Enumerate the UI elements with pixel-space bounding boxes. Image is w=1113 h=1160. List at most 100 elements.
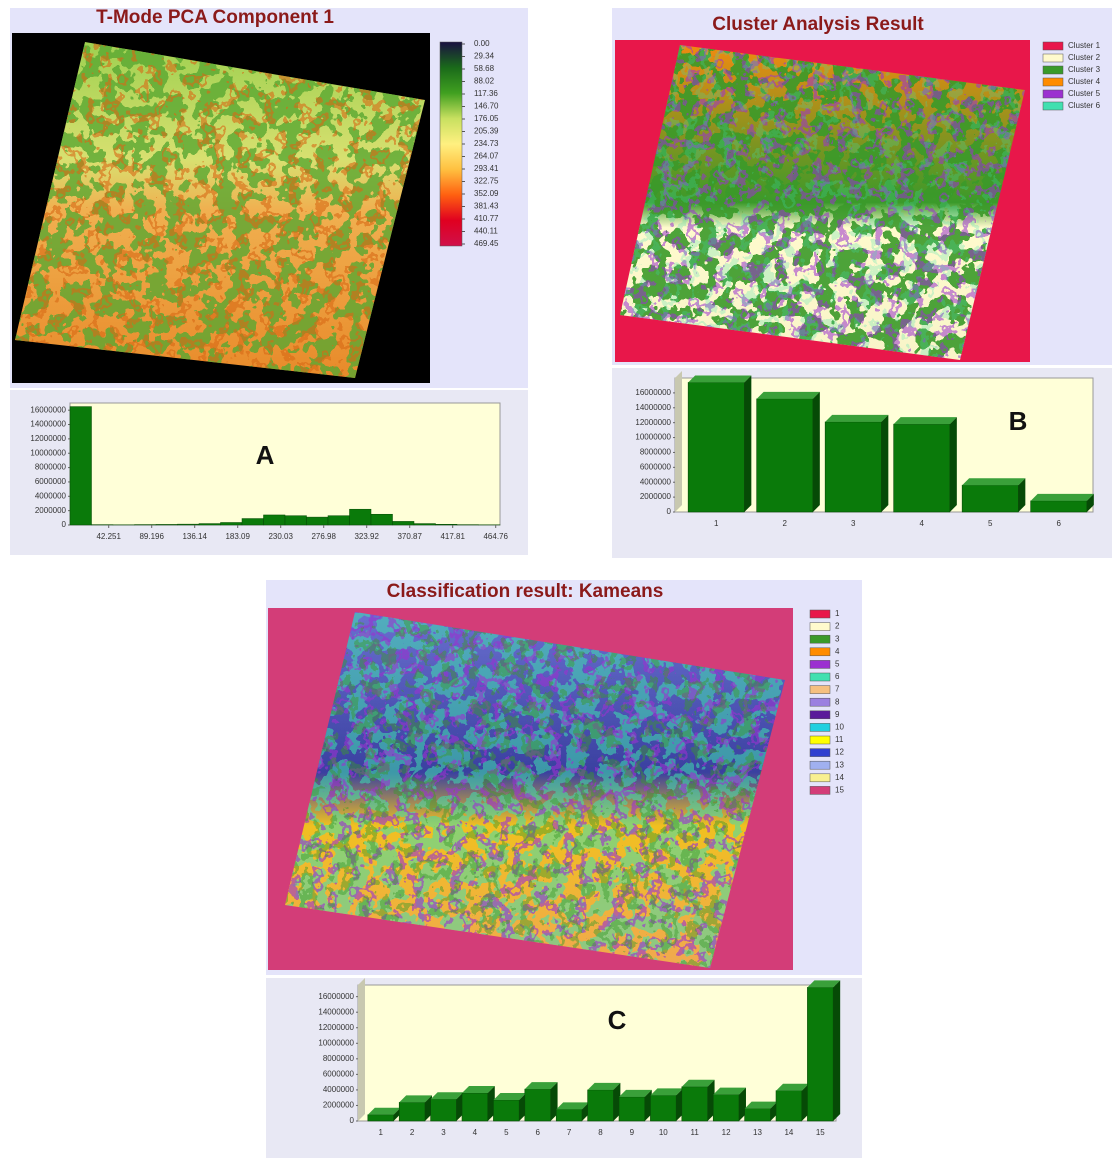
legend-swatch — [809, 786, 831, 795]
x-tick-label: 6 — [535, 1128, 540, 1137]
legend-label: 10 — [835, 723, 844, 732]
legend-swatch — [809, 723, 831, 732]
y-tick-label: 10000000 — [635, 433, 671, 442]
plot-wall — [675, 371, 682, 512]
x-tick-label: 3 — [441, 1128, 446, 1137]
bar-depth — [399, 1095, 432, 1121]
bar-side — [393, 1107, 401, 1121]
colorbar — [439, 41, 463, 247]
bar-top — [962, 478, 1026, 486]
colorbar-label: 410.77 — [474, 214, 499, 223]
histogram-bar — [413, 523, 436, 526]
y-tick-label: 4000000 — [640, 477, 672, 486]
histogram-bar — [155, 524, 178, 526]
legend-swatch — [809, 748, 831, 757]
legend-label: Cluster 5 — [1068, 89, 1101, 98]
legend-label: 13 — [835, 760, 844, 769]
bar-side — [487, 1086, 495, 1121]
chart-title: T-Mode PCA Component 1 — [96, 7, 334, 28]
colorbar-label: 352.09 — [474, 189, 499, 198]
bar — [807, 987, 834, 1122]
bar-side — [833, 980, 841, 1121]
x-tick-label: 11 — [691, 1128, 700, 1137]
bar — [712, 1094, 740, 1122]
histogram-bar — [349, 508, 372, 526]
bar-top — [776, 1083, 809, 1091]
x-tick-label: 464.76 — [483, 532, 508, 541]
plot-wall — [358, 978, 365, 1121]
bar-side — [424, 1095, 432, 1121]
legend-swatch — [809, 647, 831, 657]
histogram-bar — [370, 513, 393, 526]
bar — [650, 1095, 677, 1122]
bar — [398, 1102, 426, 1122]
colorbar-label: 0.00 — [474, 39, 490, 48]
colorbar-label: 58.68 — [474, 64, 495, 73]
y-tick-label: 0 — [62, 520, 67, 529]
colorbar-label: 176.05 — [474, 114, 499, 123]
legend-label: 5 — [835, 660, 840, 669]
chart-title: Cluster Analysis Result — [712, 14, 924, 35]
legend-label: 1 — [835, 609, 840, 618]
bar-top — [399, 1095, 432, 1103]
x-tick-label: 9 — [630, 1128, 635, 1137]
legend-label: 9 — [835, 710, 840, 719]
bar-side — [949, 417, 957, 512]
x-tick-label: 4 — [920, 519, 925, 528]
colorbar-label: 234.73 — [474, 139, 499, 148]
x-tick-label: 14 — [784, 1128, 793, 1137]
satellite-image — [285, 612, 785, 968]
y-tick-label: 6000000 — [640, 462, 672, 471]
bar-top — [825, 414, 889, 422]
bar-depth — [713, 1087, 746, 1121]
y-tick-label: 12000000 — [30, 434, 66, 443]
histogram-bar — [69, 406, 92, 526]
y-tick-label: 14000000 — [30, 420, 66, 429]
legend-label: Cluster 6 — [1068, 101, 1101, 110]
legend-label: 15 — [835, 786, 844, 795]
bar-top — [367, 1107, 401, 1115]
legend-label: 6 — [835, 672, 840, 681]
x-tick-label: 13 — [753, 1128, 762, 1137]
colorbar-label: 440.11 — [474, 227, 498, 236]
bar-top — [681, 1079, 715, 1087]
bar-side — [550, 1082, 558, 1121]
legend-label: 11 — [835, 735, 844, 744]
legend-swatch — [809, 735, 831, 745]
histogram-bar — [306, 516, 329, 526]
histogram-bar — [241, 518, 264, 526]
bar — [681, 1086, 708, 1122]
x-tick-label: 370.87 — [397, 532, 422, 541]
bar-top — [650, 1088, 684, 1096]
legend-label: Cluster 2 — [1068, 53, 1101, 62]
bar-depth — [681, 1079, 715, 1121]
legend-swatch — [1042, 53, 1064, 63]
bar-side — [881, 414, 889, 512]
bar-side — [812, 391, 820, 512]
satellite-image — [620, 45, 1025, 360]
bar-top — [587, 1082, 621, 1090]
bar-depth — [807, 980, 841, 1121]
histogram-bar — [392, 521, 415, 526]
bar-side — [1086, 493, 1094, 512]
bar — [775, 1090, 803, 1122]
y-tick-label: 0 — [667, 507, 672, 516]
bar-depth — [756, 391, 820, 512]
y-tick-label: 6000000 — [323, 1069, 355, 1078]
bar-top — [493, 1093, 527, 1101]
bar — [587, 1089, 614, 1122]
x-tick-label: 5 — [504, 1128, 509, 1137]
bar-depth — [825, 414, 889, 512]
y-tick-label: 16000000 — [318, 992, 354, 1001]
histogram-bar — [177, 523, 200, 526]
bar-side — [707, 1079, 715, 1121]
bar — [493, 1099, 520, 1122]
bar — [893, 423, 951, 513]
colorbar-label: 146.70 — [474, 102, 499, 111]
x-tick-label: 136.14 — [182, 532, 207, 541]
bar-depth — [430, 1092, 464, 1121]
bar — [1030, 500, 1088, 513]
colorbar-label: 469.45 — [474, 239, 499, 248]
y-tick-label: 16000000 — [635, 388, 671, 397]
x-tick-label: 323.92 — [354, 532, 379, 541]
